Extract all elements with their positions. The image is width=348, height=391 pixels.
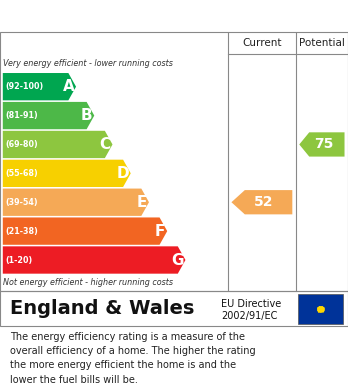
Text: Very energy efficient - lower running costs: Very energy efficient - lower running co… — [3, 59, 173, 68]
Text: A: A — [63, 79, 74, 94]
Text: B: B — [81, 108, 93, 123]
Polygon shape — [3, 73, 76, 100]
Text: G: G — [171, 253, 184, 267]
Polygon shape — [3, 217, 167, 245]
Text: The energy efficiency rating is a measure of the
overall efficiency of a home. T: The energy efficiency rating is a measur… — [10, 332, 256, 385]
Text: 2002/91/EC: 2002/91/EC — [221, 311, 277, 321]
Text: 52: 52 — [254, 195, 274, 209]
Text: (92-100): (92-100) — [5, 82, 44, 91]
Polygon shape — [3, 131, 112, 158]
Text: England & Wales: England & Wales — [10, 300, 195, 318]
Text: (69-80): (69-80) — [5, 140, 38, 149]
Text: D: D — [116, 166, 129, 181]
Text: Current: Current — [242, 38, 282, 48]
Bar — [298, 294, 343, 324]
Text: Not energy efficient - higher running costs: Not energy efficient - higher running co… — [3, 278, 174, 287]
Text: 75: 75 — [314, 138, 333, 151]
Text: C: C — [100, 137, 111, 152]
Text: (55-68): (55-68) — [5, 169, 38, 178]
Text: (81-91): (81-91) — [5, 111, 38, 120]
Polygon shape — [299, 132, 345, 156]
Polygon shape — [231, 190, 292, 214]
Text: (21-38): (21-38) — [5, 227, 38, 236]
Text: Potential: Potential — [299, 38, 345, 48]
Text: EU Directive: EU Directive — [221, 299, 281, 308]
Text: (39-54): (39-54) — [5, 198, 38, 207]
Text: E: E — [137, 195, 147, 210]
Polygon shape — [3, 246, 185, 274]
Text: F: F — [155, 224, 166, 239]
Text: (1-20): (1-20) — [5, 255, 32, 264]
Polygon shape — [3, 160, 131, 187]
Polygon shape — [3, 102, 94, 129]
Polygon shape — [3, 188, 149, 216]
Text: Energy Efficiency Rating: Energy Efficiency Rating — [9, 9, 230, 24]
